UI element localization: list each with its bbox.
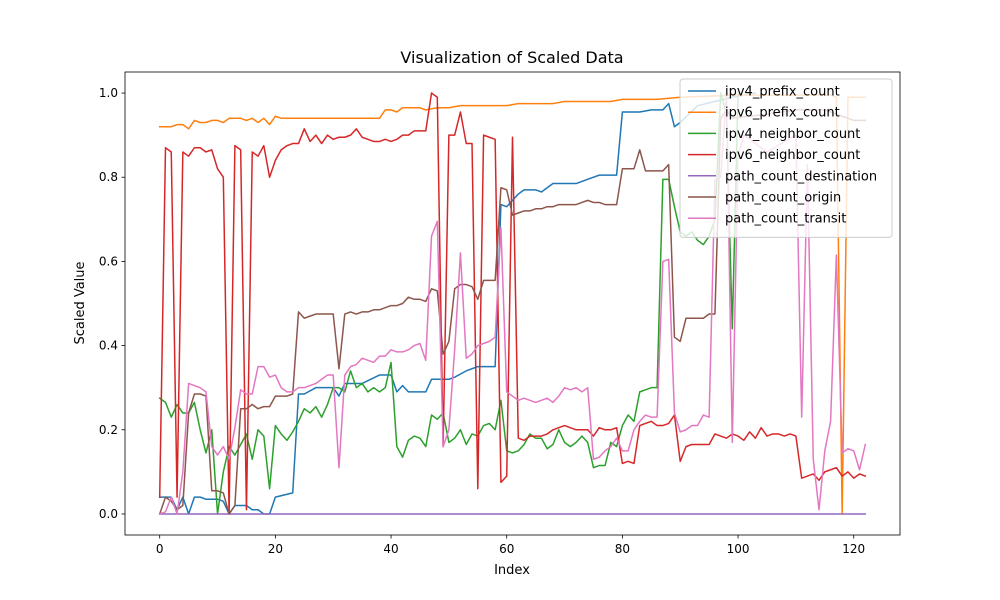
x-axis-label: Index xyxy=(494,563,530,578)
x-tick-label: 0 xyxy=(156,542,164,556)
series-line-path-count-origin xyxy=(158,109,867,515)
legend-box xyxy=(679,78,893,238)
legend: ipv4_prefix_count ipv6_prefix_count ipv4_n… xyxy=(679,78,893,238)
series-lines xyxy=(158,92,867,515)
legend-label-ipv4-prefix-count: ipv4_prefix_count xyxy=(725,85,840,100)
legend-label-path-count-destination: path_count_destination xyxy=(725,169,877,184)
series-line-ipv4-neighbor-count xyxy=(158,92,739,515)
plot-frame xyxy=(124,71,901,536)
x-tick-label: 80 xyxy=(615,542,630,556)
legend-label-ipv4-neighbor-count: ipv4_neighbor_count xyxy=(725,127,860,142)
legend-label-ipv6-prefix-count: ipv6_prefix_count xyxy=(725,106,840,121)
x-tick-label: 120 xyxy=(842,542,865,556)
series-line-ipv6-neighbor-count xyxy=(158,92,867,515)
y-tick-label: 0.2 xyxy=(99,423,118,437)
series-line-ipv6-prefix-count xyxy=(158,94,867,515)
y-tick-label: 0.8 xyxy=(99,170,118,184)
axes: 0 20 40 60 80 100 120 0.0 0.2 0.4 0.6 0.8 1.0 xyxy=(99,71,901,556)
x-tick-label: 100 xyxy=(727,542,750,556)
y-tick-label: 1.0 xyxy=(99,86,118,100)
plot-area xyxy=(158,92,867,515)
x-tick-label: 60 xyxy=(499,542,514,556)
x-tick-label: 40 xyxy=(383,542,398,556)
x-tick-label: 20 xyxy=(268,542,283,556)
legend-label-path-count-transit: path_count_transit xyxy=(725,212,846,227)
chart-title: Visualization of Scaled Data xyxy=(400,48,623,67)
y-tick-label: 0.6 xyxy=(99,254,118,268)
y-tick-label: 0.0 xyxy=(99,507,118,521)
legend-label-path-count-origin: path_count_origin xyxy=(725,191,841,206)
y-axis-label: Scaled Value xyxy=(73,261,88,344)
y-tick-label: 0.4 xyxy=(99,339,118,353)
legend-label-ipv6-neighbor-count: ipv6_neighbor_count xyxy=(725,148,860,163)
